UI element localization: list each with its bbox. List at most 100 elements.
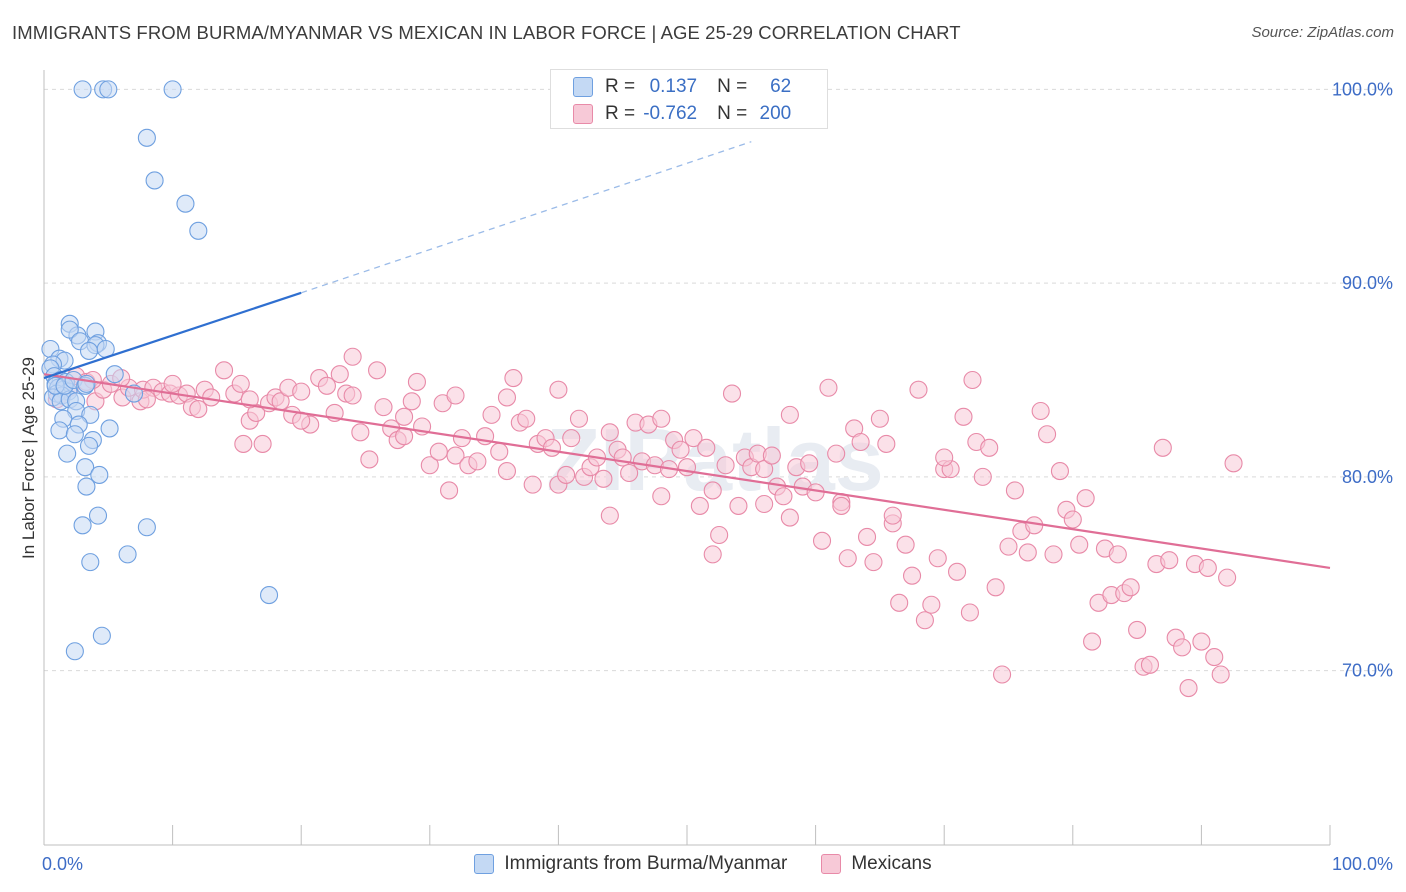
mexican-point xyxy=(973,467,992,486)
mexican-point xyxy=(163,374,182,393)
r-value-mexican: -0.762 xyxy=(643,103,698,124)
legend-label-burma: Immigrants from Burma/Myanmar xyxy=(504,853,788,874)
burma-point xyxy=(65,425,84,444)
legend-entry-mexicans[interactable]: Mexicans xyxy=(821,850,932,878)
y-tick-label: 90.0% xyxy=(1342,273,1393,293)
mexican-point xyxy=(1179,679,1198,698)
r-label: R = xyxy=(605,76,636,97)
mexican-point xyxy=(993,665,1012,684)
source-label: Source: ZipAtlas.com xyxy=(1251,24,1394,41)
mexican-point xyxy=(620,463,639,483)
stats-legend-row-burma: R = 0.137 N = 62 xyxy=(573,74,791,100)
r-value-burma: 0.137 xyxy=(649,76,698,97)
stats-legend: R = 0.137 N = 62 R = -0.762 N = 200 xyxy=(550,69,828,129)
mexican-point xyxy=(780,405,799,424)
stats-legend-row-mexican: R = -0.762 N = 200 xyxy=(573,101,791,127)
mexican-point xyxy=(1121,578,1140,597)
burma-point xyxy=(73,80,92,99)
mexican-point xyxy=(407,372,426,391)
mexican-point xyxy=(600,423,619,442)
mexican-point xyxy=(883,506,902,525)
mexican-point xyxy=(948,562,967,581)
mexican-point xyxy=(729,496,748,515)
mexican-point xyxy=(960,603,979,622)
mexican-swatch xyxy=(821,854,842,874)
mexican-point xyxy=(231,374,250,393)
mexican-point xyxy=(954,407,973,426)
mexican-point xyxy=(440,481,459,500)
mexican-point xyxy=(915,611,934,630)
mexican-point xyxy=(1153,438,1172,457)
y-tick-label: 100.0% xyxy=(1332,79,1393,99)
burma-point xyxy=(137,128,156,147)
burma-point xyxy=(81,553,100,572)
mexican-point xyxy=(780,508,799,527)
n-value-mexican: 200 xyxy=(759,103,792,124)
burma-swatch xyxy=(573,77,593,97)
burma-trend-line xyxy=(43,291,302,380)
burma-point xyxy=(118,545,137,564)
trend-lines xyxy=(43,141,1331,570)
burma-point xyxy=(73,516,92,535)
mexican-point xyxy=(703,481,722,500)
mexican-point xyxy=(890,593,909,612)
series-legend: Immigrants from Burma/Myanmar Mexicans xyxy=(0,850,1406,878)
series-mexicans-points xyxy=(47,347,1243,698)
mexican-point xyxy=(755,494,774,514)
mexican-point xyxy=(1005,481,1024,500)
mexican-point xyxy=(234,434,253,453)
mexican-point xyxy=(716,456,735,475)
x-tick-label: 0.0% xyxy=(42,854,83,874)
mexican-point xyxy=(877,434,896,453)
mexican-point xyxy=(697,438,716,457)
mexican-point xyxy=(214,361,234,380)
burma-point xyxy=(79,341,99,360)
mexican-point xyxy=(1050,462,1069,481)
mexican-point xyxy=(557,465,576,484)
mexican-point xyxy=(832,496,851,515)
mexican-point xyxy=(468,452,487,471)
burma-point xyxy=(65,642,84,661)
mexican-point xyxy=(1063,510,1082,529)
mexican-point xyxy=(1108,545,1127,564)
mexican-point xyxy=(446,446,465,465)
mexican-point xyxy=(517,409,536,428)
mexican-point xyxy=(1205,648,1224,667)
mexican-swatch xyxy=(573,104,593,124)
mexican-point xyxy=(549,380,568,399)
mexican-point xyxy=(1198,558,1217,577)
legend-entry-burma[interactable]: Immigrants from Burma/Myanmar xyxy=(474,850,787,878)
mexican-point xyxy=(963,370,982,390)
mexican-point xyxy=(1070,535,1089,554)
burma-point xyxy=(163,80,182,99)
mexican-point xyxy=(569,409,589,428)
mexican-point xyxy=(292,382,311,401)
mexican-point xyxy=(800,454,819,473)
mexican-point xyxy=(1128,620,1147,639)
burma-point xyxy=(88,506,108,525)
y-axis-label: In Labor Force | Age 25-29 xyxy=(19,357,38,559)
mexican-point xyxy=(504,369,523,388)
burma-point xyxy=(100,419,119,438)
x-tick-label: 100.0% xyxy=(1332,854,1393,874)
mexican-point xyxy=(1218,568,1237,587)
mexican-point xyxy=(896,535,915,554)
burma-point xyxy=(81,405,100,424)
mexican-point xyxy=(703,545,722,564)
burma-point xyxy=(90,465,109,484)
mexican-point xyxy=(652,409,671,428)
mexican-point xyxy=(594,469,613,488)
burma-trend-extension xyxy=(300,141,752,294)
mexican-point xyxy=(935,448,954,467)
mexican-point xyxy=(755,460,774,479)
mexican-point xyxy=(395,407,414,426)
mexican-point xyxy=(857,527,877,546)
mexican-point xyxy=(812,531,832,550)
mexican-point xyxy=(523,475,542,494)
y-tick-label: 80.0% xyxy=(1342,467,1393,487)
mexican-point xyxy=(819,378,838,397)
mexican-point xyxy=(482,405,501,424)
mexican-point xyxy=(1038,425,1057,444)
mexican-point xyxy=(368,361,387,380)
